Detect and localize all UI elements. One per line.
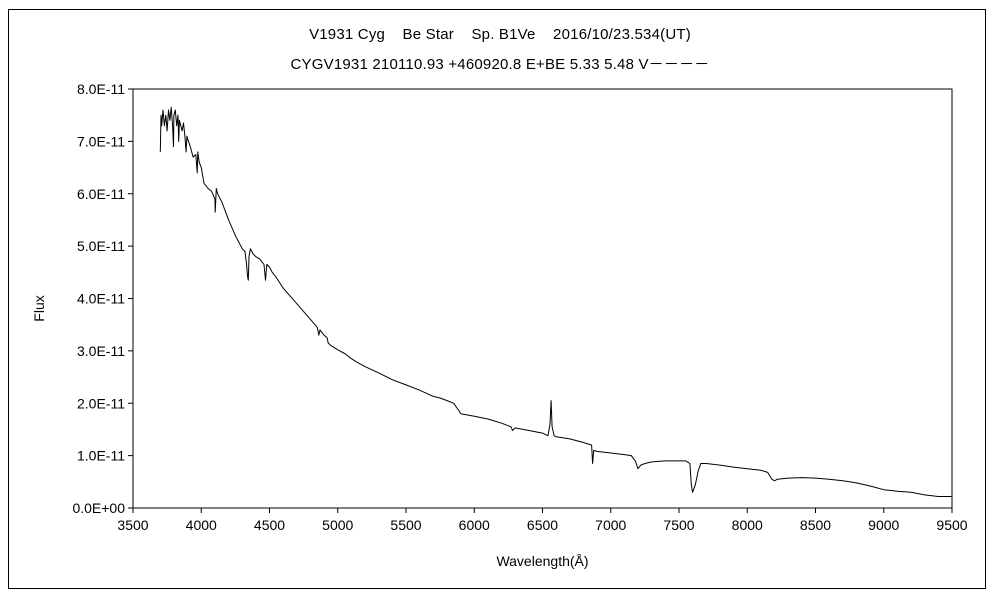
chart-frame (8, 9, 986, 589)
x-tick-label: 7500 (663, 517, 694, 533)
y-tick-label: 4.0E-11 (77, 291, 125, 307)
x-tick-label: 8500 (800, 517, 831, 533)
x-tick-label: 6500 (527, 517, 558, 533)
x-tick-label: 3500 (117, 517, 148, 533)
x-tick-label: 4500 (254, 517, 285, 533)
y-tick-label: 1.0E-11 (77, 448, 125, 464)
x-axis-label: Wavelength(Å) (496, 553, 588, 569)
y-tick-label: 7.0E-11 (77, 133, 125, 149)
spectrum-line (159, 106, 952, 497)
y-axis: 0.0E+00 1.0E-11 2.0E-11 3.0E-11 4.0E-11 5.0E-… (72, 81, 133, 516)
y-tick-label: 5.0E-11 (77, 238, 125, 254)
y-tick-label: 3.0E-11 (77, 343, 125, 359)
x-tick-label: 5500 (390, 517, 421, 533)
plot-area (132, 88, 953, 509)
chart-title: V1931 Cyg Be Star Sp. B1Ve 2016/10/23.53… (309, 26, 691, 43)
y-tick-label: 6.0E-11 (77, 186, 125, 202)
y-tick-label: 2.0E-11 (77, 395, 125, 411)
series-layer (159, 106, 952, 497)
x-tick-label: 9500 (936, 517, 967, 533)
x-tick-label: 6000 (459, 517, 490, 533)
x-axis: 3500 4000 4500 5000 5500 6000 6500 7000 7500 8000… (117, 508, 968, 533)
y-tick-label: 0.0E+00 (72, 500, 125, 516)
x-tick-label: 5000 (322, 517, 353, 533)
x-tick-label: 4000 (186, 517, 217, 533)
x-tick-label: 8000 (732, 517, 763, 533)
y-axis-label: Flux (31, 295, 47, 321)
y-tick-label: 8.0E-11 (77, 81, 125, 97)
chart-subtitle: CYGV1931 210110.93 +460920.8 E+BE 5.33 5… (290, 56, 710, 73)
x-tick-label: 9000 (868, 517, 899, 533)
x-tick-label: 7000 (595, 517, 626, 533)
